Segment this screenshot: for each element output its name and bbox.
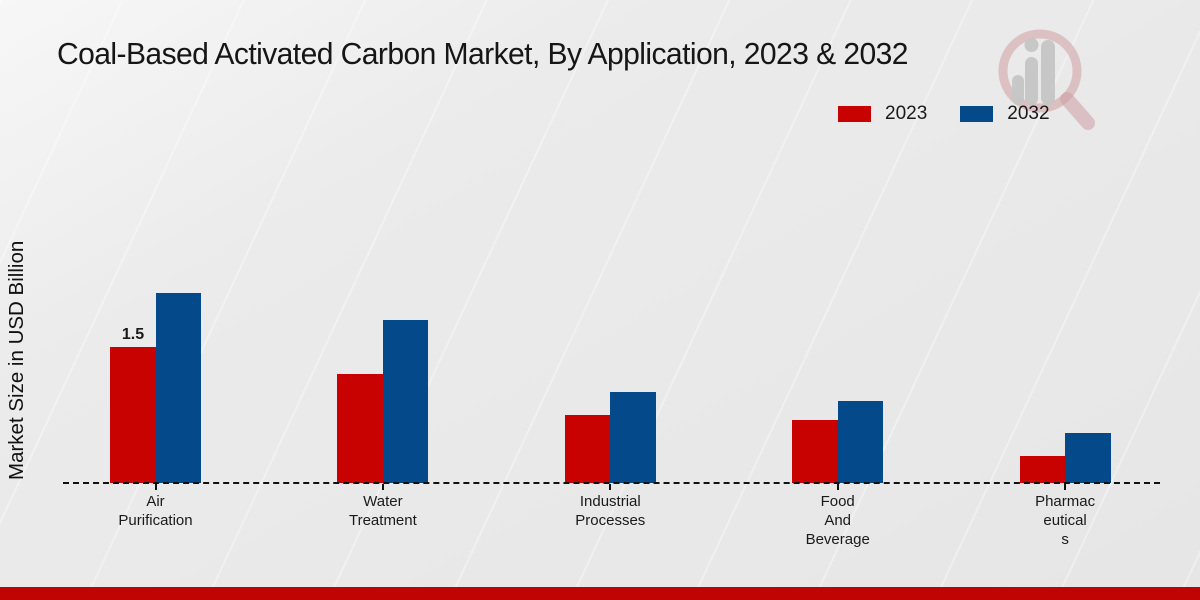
legend-label-2023: 2023 [885,103,928,124]
x-axis-tick [836,484,839,490]
x-axis-category-label: Pharmac eutical s [1035,493,1096,548]
bar-2032-industrial-processes[interactable] [610,392,656,483]
x-axis-category-label: Water Treatment [348,493,417,529]
legend-swatch-2023 [838,106,871,122]
bar-value-label: 1.5 [121,325,145,343]
legend-item-2023[interactable]: 2023 [838,103,927,125]
legend-label-2032: 2032 [1007,103,1050,124]
legend: 2023 2032 [838,103,1050,125]
bar-2023-food-and-beverage[interactable] [792,419,838,483]
footer-accent-bar [0,587,1200,600]
bar-2023-pharmaceuticals[interactable] [1019,455,1066,483]
legend-swatch-2032 [960,106,994,122]
bar-2032-water-treatment[interactable] [382,319,429,483]
bar-2023-water-treatment[interactable] [337,374,383,483]
x-axis-category-label: Industrial Processes [575,493,646,529]
bar-2032-food-and-beverage[interactable] [837,401,884,483]
market-research-logo-watermark [998,29,1095,130]
chart-title: Coal-Based Activated Carbon Market, By A… [57,36,909,71]
x-axis-tick [381,484,384,490]
x-axis-tick [609,484,612,490]
bar-2032-air-purification[interactable] [155,292,201,483]
bar-2023-air-purification[interactable] [110,346,156,483]
x-axis-category-label: Food And Beverage [805,493,870,548]
x-axis-tick [154,484,157,490]
x-axis-baseline [63,482,1160,484]
bar-2023-industrial-processes[interactable] [564,414,611,483]
magnifier-ring-icon [998,29,1082,113]
x-axis-tick [1064,484,1067,490]
bar-figures-icon [1012,38,1055,105]
x-axis-category-label: Air Purification [118,493,193,529]
legend-item-2032[interactable]: 2032 [960,103,1050,125]
bar-2032-pharmaceuticals[interactable] [1065,433,1111,483]
magnifier-handle-icon [1060,92,1095,130]
